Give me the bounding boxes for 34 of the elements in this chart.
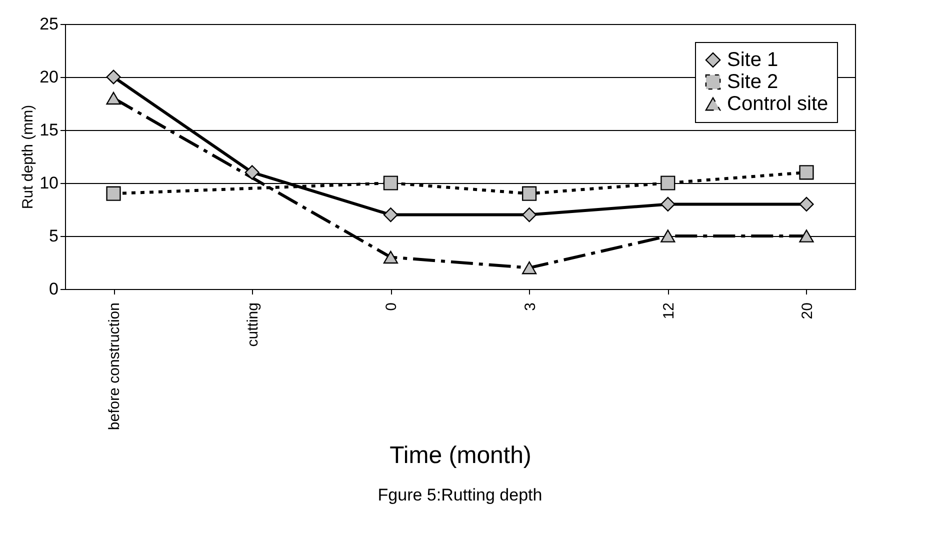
point [660, 196, 676, 212]
point [522, 207, 537, 222]
point [522, 186, 537, 201]
point [799, 230, 814, 242]
point [799, 196, 814, 212]
point [522, 261, 537, 274]
y-tick-label: 25 [40, 14, 58, 34]
point [383, 176, 398, 190]
point [660, 230, 676, 242]
y-tick-label: 20 [40, 68, 58, 86]
point [383, 207, 398, 222]
legend-label: Control site [727, 93, 828, 115]
point [383, 250, 398, 264]
point [244, 165, 260, 180]
y-tick-label: 5 [49, 226, 58, 246]
text: Fgure 5:Rutting depth [378, 486, 542, 505]
y-tick-label: 10 [40, 174, 58, 192]
x-tick-label: 20 [798, 302, 816, 320]
y-tick-label: 15 [40, 120, 58, 140]
legend-label: Site 1 [727, 49, 778, 71]
y-tick-label: 0 [49, 280, 58, 298]
x-tick-label: cutting [244, 302, 262, 347]
point [106, 70, 121, 84]
x-axis-title: Time (month) [390, 442, 532, 470]
point [660, 176, 676, 190]
point [106, 92, 121, 105]
x-tick-label: 3 [522, 302, 539, 311]
point [106, 186, 121, 201]
x-tick-label: 0 [383, 302, 400, 311]
y-axis-title: Rut depth (mm) [20, 104, 37, 210]
x-tick-label: 12 [660, 302, 678, 320]
x-tick-label: before construction [106, 302, 124, 430]
legend-label: Site 2 [727, 71, 778, 93]
point [799, 165, 814, 180]
